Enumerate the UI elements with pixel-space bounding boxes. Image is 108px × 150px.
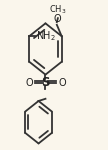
Text: O: O [25,78,33,88]
Text: NH$_2$: NH$_2$ [36,29,56,43]
Text: O: O [58,78,66,88]
Text: S: S [41,76,50,89]
Text: O: O [53,14,61,24]
Text: CH$_3$: CH$_3$ [49,3,67,16]
